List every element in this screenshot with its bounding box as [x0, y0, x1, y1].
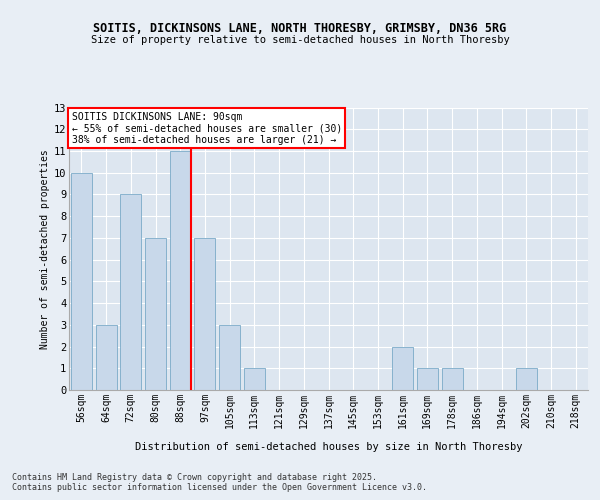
Bar: [120, 194, 141, 390]
Bar: [194, 238, 215, 390]
Bar: [244, 368, 265, 390]
Bar: [442, 368, 463, 390]
Bar: [417, 368, 438, 390]
Text: Contains public sector information licensed under the Open Government Licence v3: Contains public sector information licen…: [12, 484, 427, 492]
Text: SOITIS, DICKINSONS LANE, NORTH THORESBY, GRIMSBY, DN36 5RG: SOITIS, DICKINSONS LANE, NORTH THORESBY,…: [94, 22, 506, 36]
Text: Distribution of semi-detached houses by size in North Thoresby: Distribution of semi-detached houses by …: [135, 442, 523, 452]
Y-axis label: Number of semi-detached properties: Number of semi-detached properties: [40, 149, 50, 348]
Bar: [145, 238, 166, 390]
Text: SOITIS DICKINSONS LANE: 90sqm
← 55% of semi-detached houses are smaller (30)
38%: SOITIS DICKINSONS LANE: 90sqm ← 55% of s…: [71, 112, 342, 145]
Text: Contains HM Land Registry data © Crown copyright and database right 2025.: Contains HM Land Registry data © Crown c…: [12, 472, 377, 482]
Bar: [170, 151, 191, 390]
Bar: [219, 325, 240, 390]
Bar: [516, 368, 537, 390]
Bar: [71, 172, 92, 390]
Bar: [392, 346, 413, 390]
Bar: [95, 325, 116, 390]
Text: Size of property relative to semi-detached houses in North Thoresby: Size of property relative to semi-detach…: [91, 35, 509, 45]
